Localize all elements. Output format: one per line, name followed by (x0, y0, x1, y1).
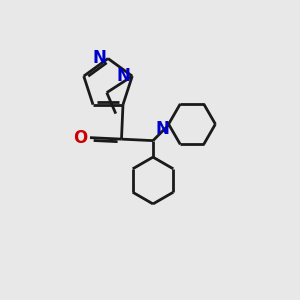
Text: N: N (155, 120, 169, 138)
Text: N: N (117, 67, 131, 85)
Text: O: O (73, 129, 88, 147)
Text: N: N (93, 50, 106, 68)
